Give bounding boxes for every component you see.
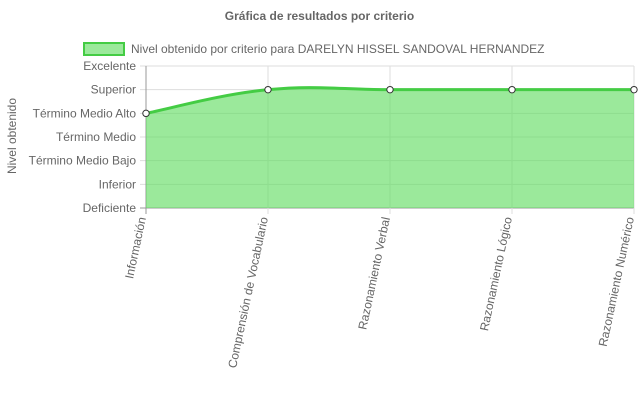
x-tick-label: Razonamiento Lógico [477, 215, 515, 332]
legend-label: Nivel obtenido por criterio para DARELYN… [131, 42, 545, 56]
data-point [630, 85, 638, 94]
data-point [142, 109, 150, 118]
legend[interactable]: Nivel obtenido por criterio para DARELYN… [83, 42, 544, 56]
series-area [146, 87, 634, 208]
x-tick-label: Comprensión de Vocabulario [225, 215, 271, 369]
y-tick-label: Término Medio Alto [33, 106, 137, 120]
legend-swatch [83, 42, 125, 56]
chart-title: Gráfica de resultados por criterio [224, 9, 415, 23]
data-point [264, 85, 272, 94]
y-tick-label: Excelente [83, 59, 136, 73]
data-point [508, 85, 516, 94]
y-tick-label: Deficiente [83, 201, 137, 215]
y-tick-label: Inferior [99, 177, 136, 191]
x-tick-label: Razonamiento Verbal [355, 216, 393, 331]
y-tick-label: Superior [91, 83, 136, 97]
y-tick-label: Término Medio Bajo [29, 154, 137, 168]
x-tick-label: Información [122, 216, 149, 280]
y-tick-label: Término Medio [56, 130, 136, 144]
data-point [386, 85, 394, 94]
x-tick-label: Razonamiento Numérico [596, 215, 637, 347]
